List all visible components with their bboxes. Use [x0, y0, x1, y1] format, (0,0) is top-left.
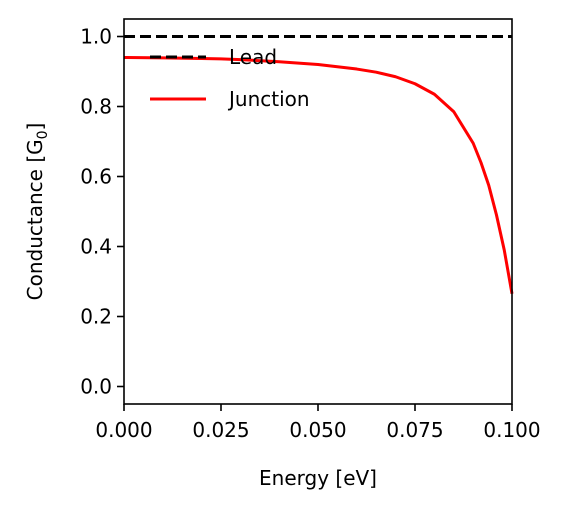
x-tick-label: 0.000	[95, 418, 152, 442]
legend: Lead Junction	[150, 45, 310, 111]
y-axis-label: Conductance [G0]	[23, 123, 51, 301]
y-tick-label: 0.2	[80, 305, 112, 329]
series-line-junction	[123, 56, 514, 295]
y-axis-label-end: ]	[23, 123, 47, 131]
x-tick-label: 0.075	[386, 418, 443, 442]
y-tick-label: 0.6	[80, 165, 112, 189]
x-axis: 0.000 0.025 0.050 0.075 0.100	[95, 404, 541, 442]
x-tick-label: 0.025	[192, 418, 249, 442]
y-tick-label: 0.4	[80, 235, 112, 259]
y-tick-label: 0.8	[80, 95, 112, 119]
axes-frame	[123, 18, 513, 405]
y-axis: 0.0 0.2 0.4 0.6 0.8 1.0	[80, 25, 124, 399]
series-layer	[123, 35, 514, 295]
x-axis-label: Energy [eV]	[259, 466, 377, 490]
legend-label-lead: Lead	[229, 45, 277, 69]
y-tick-label: 0.0	[80, 375, 112, 399]
x-tick-label: 0.050	[289, 418, 346, 442]
legend-label-junction: Junction	[227, 87, 310, 111]
x-tick-label: 0.100	[483, 418, 540, 442]
y-axis-label-main: Conductance [G	[23, 139, 47, 300]
y-tick-label: 1.0	[80, 25, 112, 49]
y-axis-label-subscript: 0	[35, 130, 51, 139]
